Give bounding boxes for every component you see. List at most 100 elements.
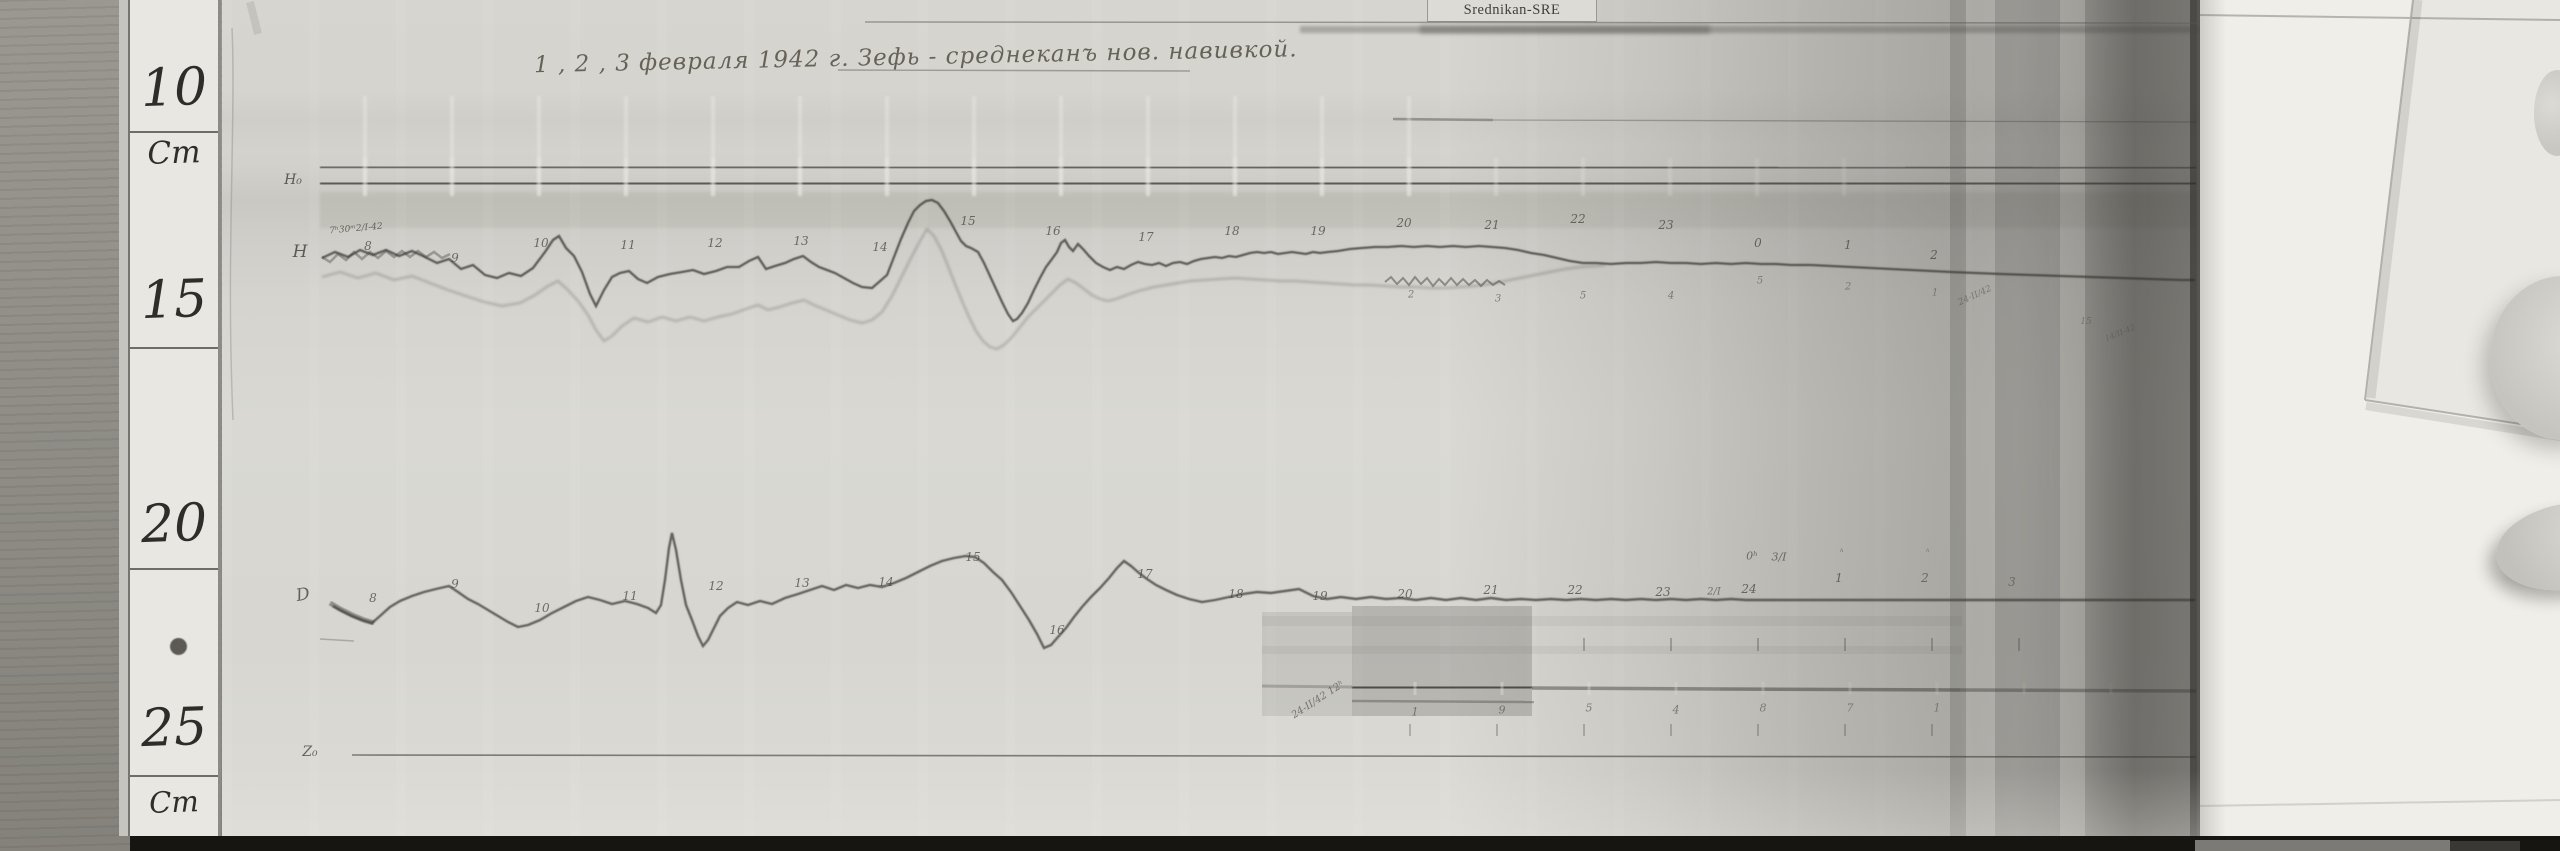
hour-streak — [711, 96, 715, 196]
exposure-patch-dark — [1352, 606, 1532, 716]
handwritten-annotations: H₀ H 7ʰ30ᵐ2/I-42 8 9 10 11 12 13 14 15 16 17 18 19 20 21… — [222, 0, 2200, 836]
h-hour-mark: 23 — [1658, 218, 1674, 232]
h2-hour-mark: 2 — [1407, 289, 1415, 301]
h2-hour-mark: 1 — [1931, 287, 1939, 299]
h-hour-mark: 17 — [1138, 230, 1154, 244]
z-band-leadin — [1261, 684, 1353, 689]
z-band-echo — [1351, 699, 1535, 704]
hour-streak — [1320, 96, 1324, 196]
baseline-gap — [1407, 158, 1411, 196]
h2-hour-mark: 3 — [1494, 293, 1502, 305]
h2-hour-mark: 4 — [1667, 290, 1675, 302]
faint-note: 15 — [2080, 317, 2092, 327]
date-note: 14/II-42 — [2103, 322, 2137, 344]
date-note: 24·II/42 — [1956, 283, 1994, 309]
baseline-gap — [1059, 158, 1063, 196]
baseline-gap — [1842, 158, 1846, 196]
photo-dark-gradient — [222, 0, 2200, 836]
baseline-gap — [624, 158, 628, 196]
h0-baseline-lower — [319, 180, 2197, 187]
d-hour-mark: 12 — [708, 579, 724, 593]
baseline-gap — [1233, 158, 1237, 196]
h-hour-mark: 1 — [1844, 238, 1852, 252]
paper-crease — [229, 27, 234, 421]
dark-vertical-band — [1950, 0, 1966, 836]
scratch-line — [1492, 119, 2197, 123]
d-hour-mark: 13 — [794, 576, 810, 590]
d-hour-mark: 23 — [1655, 585, 1671, 599]
z-hour-mark: 1 — [1933, 701, 1941, 715]
h0-baseline-upper — [319, 165, 2197, 170]
trace-label-d: D — [294, 583, 312, 607]
d-hour-mark: 21 — [1483, 583, 1499, 597]
d-hour-mark: 11 — [622, 589, 638, 603]
z-hour-mark: 4 — [1672, 703, 1680, 717]
hour-streak — [1146, 96, 1150, 196]
trace-label-h0: H₀ — [284, 172, 302, 188]
hour-streak-layer — [222, 0, 2200, 836]
d-start-dash — [319, 638, 355, 642]
corner-blotch — [246, 1, 262, 35]
baseline-gap — [363, 158, 367, 196]
hour-streak — [972, 96, 976, 196]
baseline-gap — [711, 158, 715, 196]
d-hour-mark: 1 — [1835, 571, 1843, 585]
h-hour-mark: 11 — [620, 238, 636, 252]
exposure-stripe — [1262, 616, 1962, 626]
h-trace-companion — [321, 227, 1606, 351]
trace-label-z0: Z₀ — [302, 744, 318, 760]
h-hour-mark: 13 — [793, 234, 809, 248]
photo-edge-shadow — [2190, 0, 2200, 836]
h-hour-mark: 2 — [1930, 248, 1938, 262]
h2-hour-mark: 5 — [1579, 290, 1587, 302]
baseline-gap — [1755, 158, 1759, 196]
h-hour-mark: 22 — [1570, 212, 1586, 226]
z-hour-mark: 1 — [1411, 705, 1419, 719]
hour-streak — [885, 96, 889, 196]
baseline-gap — [885, 158, 889, 196]
z-hour-mark: 9 — [1498, 703, 1506, 717]
d-hour-mark: 15 — [965, 550, 981, 564]
dark-vertical-band — [2085, 0, 2197, 836]
hour-streak — [537, 96, 541, 196]
ruler-divider — [130, 347, 218, 349]
table-edge-strip — [130, 836, 2560, 851]
d-hour-mark: 22 — [1567, 583, 1583, 597]
baseline-gap — [1494, 158, 1498, 196]
d-hour-mark: 18 — [1228, 587, 1244, 601]
ruler-mark-20: 20 — [139, 492, 209, 556]
magnetogram-traces — [229, 1, 2200, 758]
h2-hour-mark: 5 — [1756, 275, 1764, 287]
glass-edge-shadow — [1300, 26, 2200, 33]
z-band-dark — [1351, 684, 1533, 691]
magnetogram-sheet: H₀ H 7ʰ30ᵐ2/I-42 8 9 10 11 12 13 14 15 16 17 18 19 20 21… — [222, 0, 2200, 836]
baseline-gap — [1581, 158, 1585, 196]
d-hour-mark: 14 — [878, 575, 894, 589]
h-noise-cluster — [1384, 275, 1506, 288]
hour-streak — [1407, 96, 1411, 196]
h-hour-mark: 9 — [451, 251, 459, 265]
hour-streak — [1059, 96, 1063, 196]
d-hour-mark: 9 — [451, 577, 459, 591]
patch-layer — [222, 0, 2200, 836]
ruler-mark-25: 25 — [139, 696, 209, 760]
baseline-shadow-band — [320, 192, 2196, 228]
hour-streak — [1233, 96, 1237, 196]
h2-hour-mark: 2 — [1844, 281, 1852, 293]
z-band — [1959, 688, 2197, 693]
d-hour-mark: 3 — [2008, 575, 2016, 589]
d-hour-mark: 20 — [1397, 587, 1413, 601]
ruler-divider — [130, 568, 218, 570]
h-hour-mark: 16 — [1045, 224, 1061, 238]
table-edge-mid-segment — [2450, 841, 2520, 851]
label-tab-shadow — [1420, 25, 1710, 34]
date-note: 3/I — [1771, 550, 1787, 564]
exposure-columns — [222, 0, 2200, 836]
d-hour-mark: 8 — [369, 591, 377, 605]
scratch-line — [837, 69, 1191, 72]
table-edge-light-segment — [2195, 840, 2450, 851]
photo-bottom-lighten — [222, 770, 2200, 836]
z-band — [1531, 686, 1721, 691]
exposure-patch-light — [1262, 612, 1352, 716]
